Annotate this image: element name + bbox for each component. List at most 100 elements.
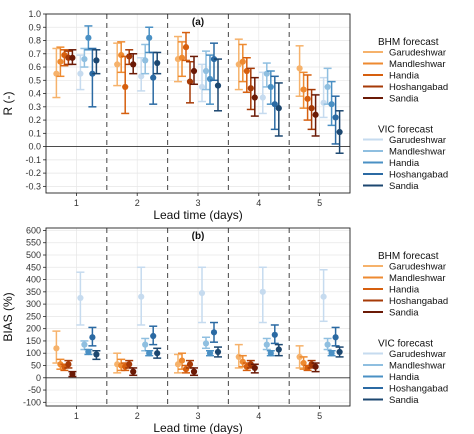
panel-a-point-bhm-handia bbox=[182, 44, 190, 51]
legend-a-key-label: Sandia bbox=[389, 94, 419, 105]
legend-a-key-label: Sandia bbox=[389, 181, 419, 192]
panel-a-point-vic-mandleshwar bbox=[263, 70, 270, 77]
panel-a-xtick-label: 4 bbox=[256, 198, 261, 208]
panel-b-point-vic-garudeshwar bbox=[198, 289, 206, 297]
panel-a-point-vic-sandia bbox=[93, 57, 100, 64]
panel-a-point-bhm-hoshangabad bbox=[308, 105, 315, 112]
legend-b-key-label: Hoshangabad bbox=[389, 296, 448, 307]
legend-b-key-label: Handia bbox=[389, 372, 420, 383]
panel-a-point-bhm-mandleshwar bbox=[57, 58, 64, 65]
panel-a-ylabel: R (-) bbox=[1, 92, 15, 116]
panel-a-point-vic-garudeshwar bbox=[259, 94, 266, 101]
panel-b-point-bhm-hoshangabad bbox=[247, 361, 254, 368]
panel-a-point-bhm-garudeshwar bbox=[53, 70, 60, 77]
panel-b-ytick-label: 550 bbox=[26, 238, 41, 248]
panel-a-ytick-label: 0.1 bbox=[28, 128, 41, 138]
panel-b-label: (b) bbox=[192, 231, 205, 242]
panel-b-ytick-label: 150 bbox=[26, 336, 41, 346]
panel-b-point-vic-handia bbox=[267, 350, 274, 357]
panel-a-point-bhm-sandia bbox=[251, 94, 258, 101]
panel-a-ytick-label: 0.5 bbox=[28, 75, 41, 85]
panel-a-point-vic-garudeshwar bbox=[198, 83, 206, 91]
panel-a-point-vic-mandleshwar bbox=[202, 67, 210, 75]
panel-b-ytick-label: 100 bbox=[26, 348, 41, 358]
panel-b-point-bhm-sandia bbox=[69, 370, 76, 378]
panel-b-point-vic-mandleshwar bbox=[81, 341, 88, 348]
panel-b-point-bhm-sandia bbox=[312, 363, 319, 370]
panel-a-point-vic-garudeshwar bbox=[320, 99, 327, 106]
panel-b-xtick-label: 2 bbox=[135, 411, 140, 421]
legend-a-key-label: Handia bbox=[389, 71, 420, 82]
legend-b-key-label: Garudeshwar bbox=[389, 262, 446, 273]
panel-a-point-bhm-handia bbox=[243, 67, 250, 75]
panel-a-point-bhm-mandleshwar bbox=[118, 52, 125, 59]
panel-b-point-vic-handia bbox=[206, 350, 214, 357]
panel-a-ytick-label: 0.4 bbox=[28, 89, 41, 99]
panel-a-point-bhm-sandia bbox=[130, 61, 137, 68]
panel-b-point-vic-hoshangabad bbox=[89, 334, 96, 341]
panel-a-point-vic-garudeshwar bbox=[138, 73, 145, 80]
panel-a-ytick-label: 0.0 bbox=[28, 142, 41, 152]
panel-b-point-bhm-handia bbox=[182, 366, 190, 373]
panel-b-point-vic-mandleshwar bbox=[142, 341, 149, 348]
panel-a-point-vic-handia bbox=[267, 83, 274, 91]
panel-b-xtick-label: 1 bbox=[74, 411, 79, 421]
panel-b-point-vic-mandleshwar bbox=[324, 341, 331, 348]
panel-b-ylabel: BIAS (%) bbox=[1, 292, 15, 341]
legend-a-key-label: Garudeshwar bbox=[389, 135, 446, 146]
panel-b-ytick-label: 50 bbox=[31, 360, 41, 370]
panel-b-point-vic-garudeshwar bbox=[138, 293, 145, 300]
panel-b-point-bhm-garudeshwar bbox=[235, 353, 242, 360]
panel-b-point-bhm-mandleshwar bbox=[178, 357, 186, 364]
panel-b-point-vic-handia bbox=[85, 348, 92, 356]
panel-b-point-bhm-garudeshwar bbox=[174, 361, 182, 368]
panel-b-point-bhm-garudeshwar bbox=[53, 345, 60, 352]
panel-a-point-bhm-handia bbox=[122, 83, 129, 91]
panel-b-point-vic-garudeshwar bbox=[259, 288, 266, 295]
panel-b-ytick-label: 450 bbox=[26, 262, 41, 272]
panel-a-point-bhm-sandia bbox=[190, 67, 198, 75]
panel-b-point-bhm-hoshangabad bbox=[65, 361, 72, 368]
panel-b-xtick-label: 5 bbox=[317, 411, 322, 421]
panel-a-xtick-label: 2 bbox=[135, 198, 140, 208]
panel-a-point-vic-sandia bbox=[275, 105, 282, 112]
panel-b-point-bhm-sandia bbox=[251, 364, 258, 372]
legend-b-group-title: VIC forecast bbox=[378, 339, 433, 350]
panel-a-point-vic-handia bbox=[85, 34, 92, 41]
panel-a-point-vic-sandia bbox=[214, 82, 222, 89]
legend-a-key-label: Hoshangabad bbox=[389, 82, 448, 93]
panel-a-xtick-label: 1 bbox=[74, 198, 79, 208]
panel-b-ytick-label: 400 bbox=[26, 275, 41, 285]
panel-a-point-bhm-garudeshwar bbox=[114, 61, 121, 68]
legend-b-key-label: Mandleshwar bbox=[389, 361, 446, 372]
panel-b-point-bhm-mandleshwar bbox=[300, 359, 307, 367]
panel-a-point-vic-handia bbox=[206, 75, 214, 83]
panel-a-point-vic-mandleshwar bbox=[324, 83, 331, 91]
legend-a-group-title: VIC forecast bbox=[378, 125, 433, 136]
legend-a-key-label: Hoshangabad bbox=[389, 170, 448, 181]
panel-a-label: (a) bbox=[192, 17, 204, 28]
legend-b-key-label: Mandleshwar bbox=[389, 273, 446, 284]
panel-b-point-vic-handia bbox=[146, 350, 153, 357]
panel-b-point-vic-mandleshwar bbox=[202, 340, 210, 347]
panel-b-ytick-label: 500 bbox=[26, 250, 41, 260]
panel-a-point-vic-hoshangabad bbox=[150, 74, 157, 81]
panel-a-point-bhm-hoshangabad bbox=[247, 85, 254, 92]
panel-a-ytick-label: 0.3 bbox=[28, 102, 41, 112]
panel-a-xtick-label: 3 bbox=[195, 198, 200, 208]
panel-b-point-vic-hoshangabad bbox=[150, 332, 157, 340]
panel-b-ytick-label: 350 bbox=[26, 287, 41, 297]
panel-a-point-vic-sandia bbox=[154, 59, 161, 67]
panel-a-xtick-label: 5 bbox=[317, 198, 322, 208]
panel-b-point-vic-sandia bbox=[275, 346, 282, 353]
panel-a-point-bhm-sandia bbox=[69, 54, 76, 61]
panel-a-ytick-label: -0.3 bbox=[25, 181, 41, 191]
panel-b-point-bhm-sandia bbox=[130, 368, 137, 375]
panel-b-point-vic-hoshangabad bbox=[332, 334, 339, 341]
panel-b-ytick-label: 600 bbox=[26, 225, 41, 235]
panel-a-point-vic-mandleshwar bbox=[81, 55, 88, 63]
panel-a-point-vic-mandleshwar bbox=[142, 57, 149, 64]
panel-a-point-bhm-hoshangabad bbox=[186, 78, 194, 85]
panel-b-point-bhm-hoshangabad bbox=[126, 361, 133, 368]
panel-a-ytick-label: 1.0 bbox=[28, 9, 41, 19]
